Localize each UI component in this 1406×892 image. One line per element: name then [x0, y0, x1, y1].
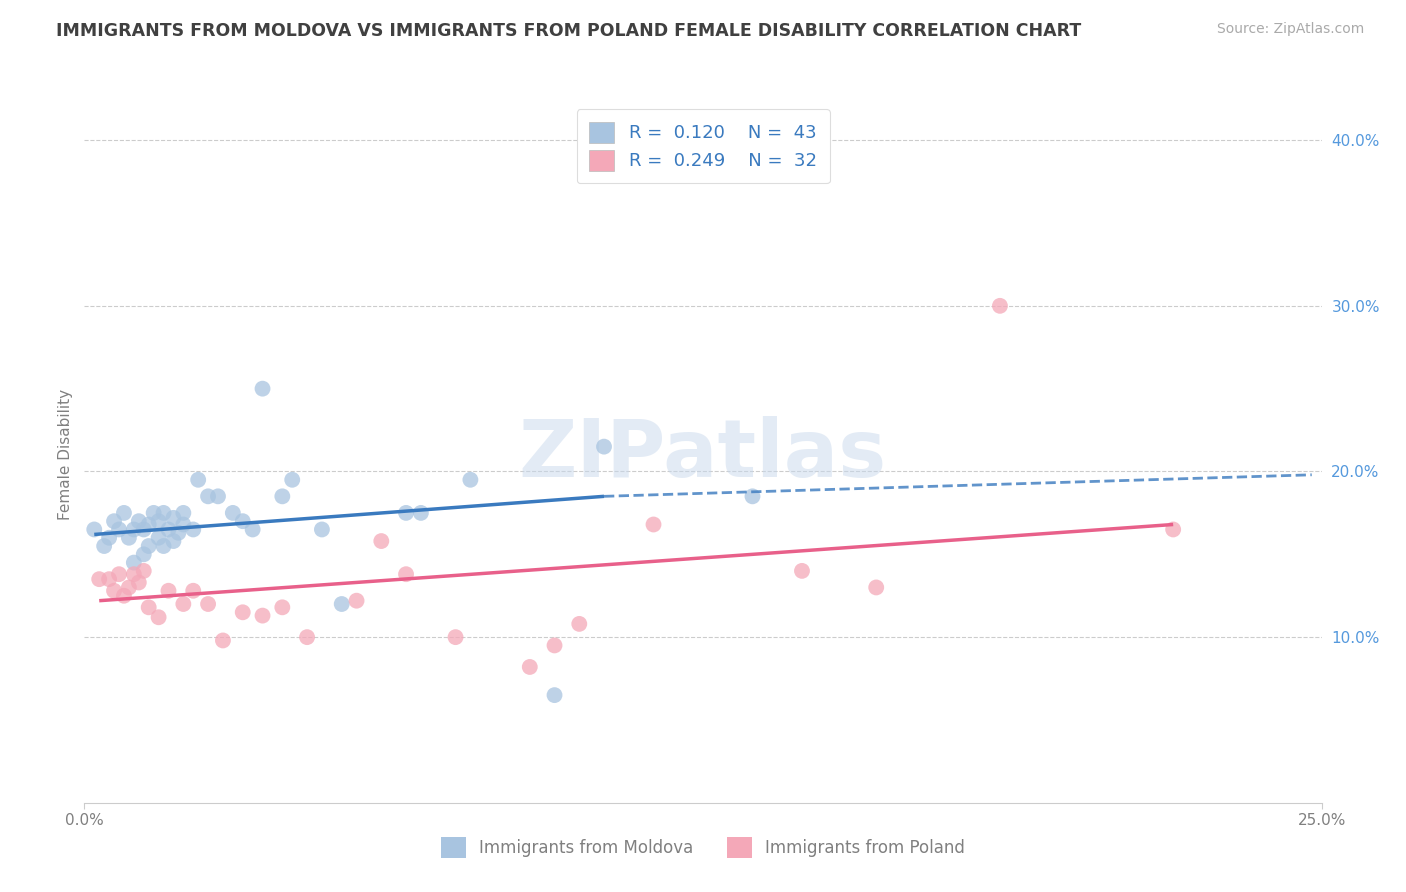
Y-axis label: Female Disability: Female Disability — [58, 389, 73, 521]
Point — [132, 564, 155, 578]
Point — [281, 473, 304, 487]
Text: IMMIGRANTS FROM MOLDOVA VS IMMIGRANTS FROM POLAND FEMALE DISABILITY CORRELATION : IMMIGRANTS FROM MOLDOVA VS IMMIGRANTS FR… — [56, 22, 1081, 40]
Point — [252, 608, 274, 623]
Text: ZIPatlas: ZIPatlas — [519, 416, 887, 494]
Point — [232, 605, 254, 619]
Point — [232, 514, 254, 528]
Point — [138, 539, 160, 553]
Point — [172, 517, 194, 532]
Point — [444, 630, 467, 644]
Point — [138, 517, 160, 532]
Point — [89, 572, 111, 586]
Point — [207, 489, 229, 503]
Point — [148, 610, 170, 624]
Point — [460, 473, 482, 487]
Point — [108, 567, 131, 582]
Point — [865, 581, 887, 595]
Point — [741, 489, 763, 503]
Point — [103, 583, 125, 598]
Point — [242, 523, 264, 537]
Point — [122, 567, 145, 582]
Point — [142, 506, 165, 520]
Point — [132, 547, 155, 561]
Point — [543, 688, 565, 702]
Point — [252, 382, 274, 396]
Point — [212, 633, 235, 648]
Point — [148, 514, 170, 528]
Point — [148, 531, 170, 545]
Point — [122, 523, 145, 537]
Point — [138, 600, 160, 615]
Point — [103, 514, 125, 528]
Point — [1161, 523, 1184, 537]
Point — [409, 506, 432, 520]
Point — [172, 506, 194, 520]
Point — [370, 534, 392, 549]
Point — [112, 589, 135, 603]
Point — [197, 597, 219, 611]
Point — [108, 523, 131, 537]
Point — [128, 514, 150, 528]
Point — [395, 567, 418, 582]
Point — [162, 534, 184, 549]
Point — [167, 525, 190, 540]
Point — [152, 506, 174, 520]
Text: Source: ZipAtlas.com: Source: ZipAtlas.com — [1216, 22, 1364, 37]
Point — [197, 489, 219, 503]
Point — [181, 583, 204, 598]
Point — [157, 583, 180, 598]
Point — [311, 523, 333, 537]
Point — [172, 597, 194, 611]
Point — [98, 531, 121, 545]
Point — [222, 506, 245, 520]
Point — [112, 506, 135, 520]
Point — [162, 511, 184, 525]
Point — [988, 299, 1011, 313]
Point — [83, 523, 105, 537]
Point — [157, 523, 180, 537]
Point — [118, 531, 141, 545]
Point — [568, 616, 591, 631]
Point — [128, 575, 150, 590]
Point — [271, 600, 294, 615]
Point — [543, 639, 565, 653]
Point — [790, 564, 813, 578]
Point — [643, 517, 665, 532]
Point — [93, 539, 115, 553]
Point — [98, 572, 121, 586]
Point — [187, 473, 209, 487]
Point — [593, 440, 616, 454]
Point — [346, 593, 368, 607]
Point — [395, 506, 418, 520]
Point — [132, 523, 155, 537]
Legend: Immigrants from Moldova, Immigrants from Poland: Immigrants from Moldova, Immigrants from… — [427, 824, 979, 871]
Point — [271, 489, 294, 503]
Point — [295, 630, 318, 644]
Point — [152, 539, 174, 553]
Point — [118, 581, 141, 595]
Point — [519, 660, 541, 674]
Point — [181, 523, 204, 537]
Point — [122, 556, 145, 570]
Point — [330, 597, 353, 611]
